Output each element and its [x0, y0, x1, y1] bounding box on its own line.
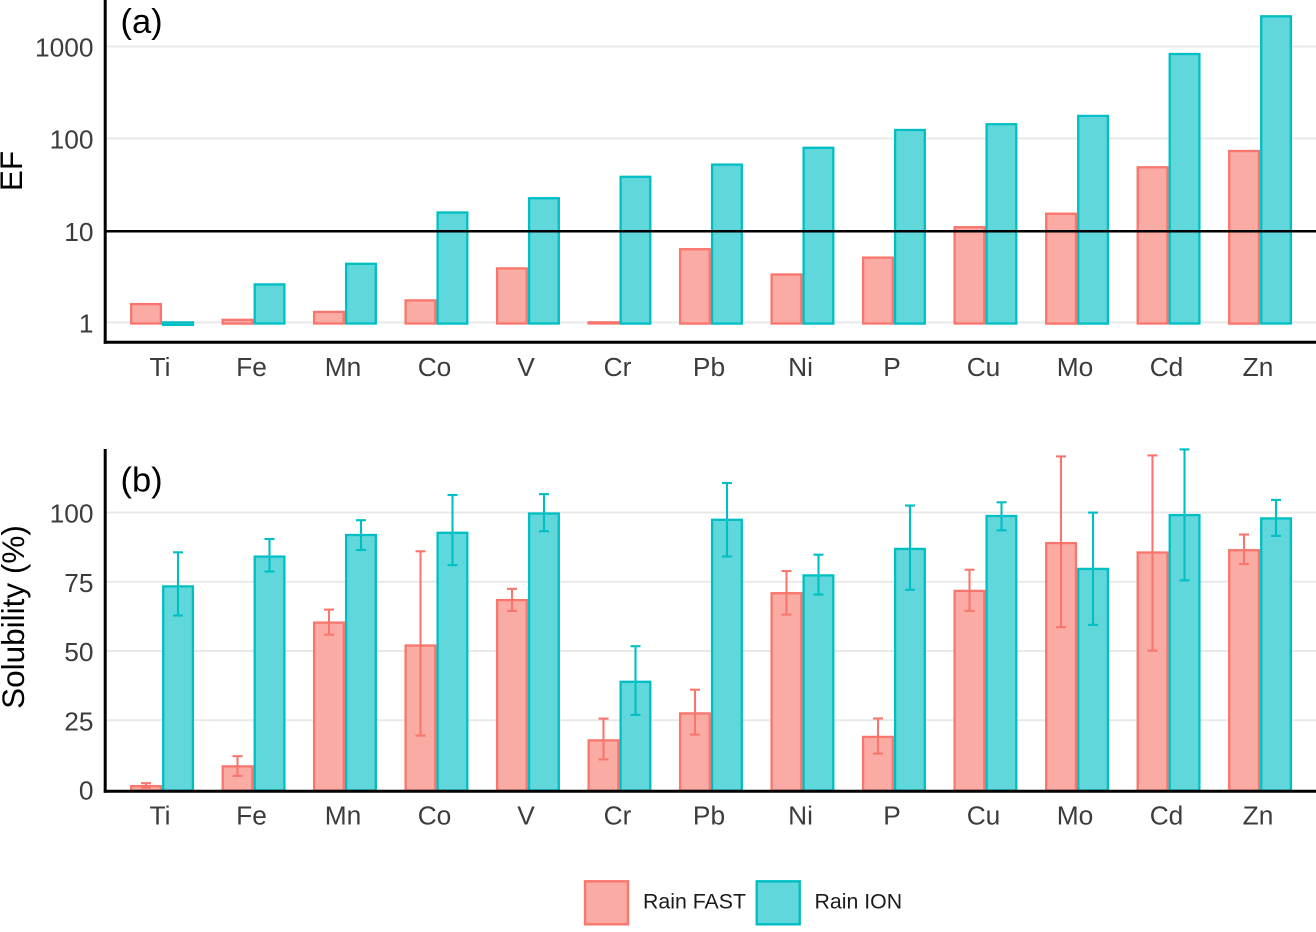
svg-text:25: 25	[64, 706, 93, 736]
svg-text:Co: Co	[418, 352, 452, 382]
svg-text:Solubility (%): Solubility (%)	[0, 525, 31, 709]
svg-text:Mn: Mn	[325, 352, 362, 382]
svg-text:V: V	[517, 352, 535, 382]
svg-text:1000: 1000	[35, 33, 94, 63]
svg-text:P: P	[883, 801, 901, 831]
svg-text:Cu: Cu	[967, 352, 1001, 382]
svg-text:Zn: Zn	[1243, 801, 1274, 831]
svg-text:100: 100	[50, 125, 94, 155]
svg-text:Fe: Fe	[236, 801, 267, 831]
svg-text:Mo: Mo	[1057, 352, 1094, 382]
svg-text:V: V	[517, 801, 535, 831]
svg-text:EF: EF	[0, 151, 29, 191]
svg-text:50: 50	[64, 637, 93, 667]
svg-text:100: 100	[50, 499, 94, 529]
svg-text:1: 1	[79, 308, 94, 338]
svg-text:75: 75	[64, 568, 93, 598]
svg-text:Co: Co	[418, 801, 452, 831]
svg-text:Mn: Mn	[325, 801, 362, 831]
svg-text:Cr: Cr	[604, 801, 632, 831]
svg-text:Zn: Zn	[1243, 352, 1274, 382]
svg-text:Ti: Ti	[150, 352, 171, 382]
svg-text:(a): (a)	[121, 3, 163, 41]
svg-text:Cr: Cr	[604, 352, 632, 382]
svg-text:Pb: Pb	[693, 352, 725, 382]
svg-text:Cd: Cd	[1150, 352, 1184, 382]
svg-text:10: 10	[64, 217, 93, 247]
svg-text:Pb: Pb	[693, 801, 725, 831]
svg-text:Cu: Cu	[967, 801, 1001, 831]
svg-text:(b): (b)	[121, 461, 163, 499]
svg-text:Ti: Ti	[150, 801, 171, 831]
svg-text:0: 0	[79, 776, 94, 806]
svg-text:Fe: Fe	[236, 352, 267, 382]
svg-text:Rain FAST: Rain FAST	[643, 889, 746, 913]
svg-text:Ni: Ni	[788, 352, 813, 382]
svg-text:Rain ION: Rain ION	[815, 889, 903, 913]
svg-text:Mo: Mo	[1057, 801, 1094, 831]
svg-text:Cd: Cd	[1150, 801, 1184, 831]
svg-text:P: P	[883, 352, 901, 382]
svg-text:Ni: Ni	[788, 801, 813, 831]
